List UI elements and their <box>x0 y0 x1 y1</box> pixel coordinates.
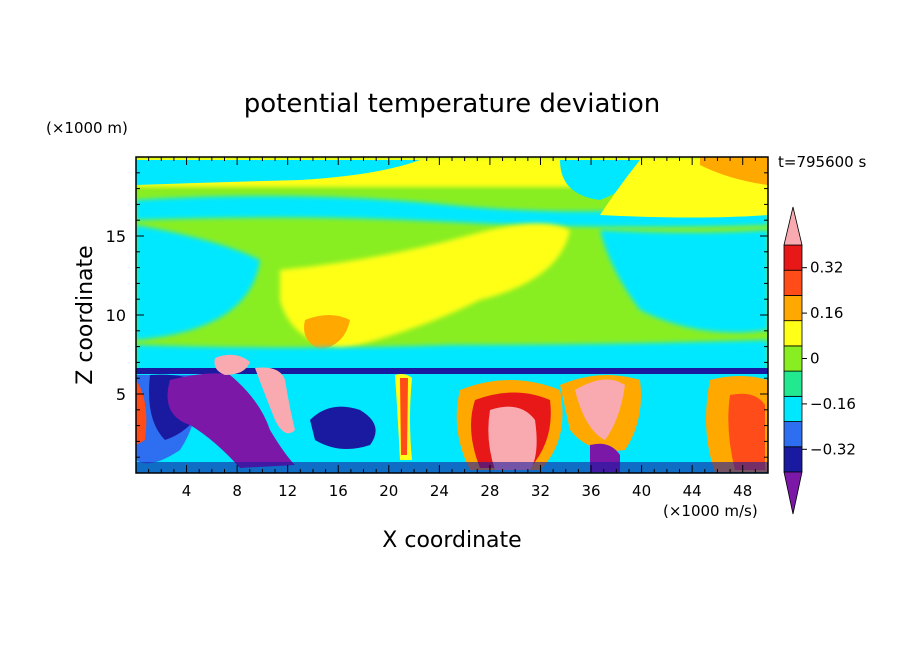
x-tick-label: 44 <box>683 482 702 500</box>
field-purple-blob <box>167 373 295 468</box>
field-cyan-interface <box>136 340 768 372</box>
field-navy-swirl <box>310 406 376 449</box>
colorbar-segment <box>783 395 803 422</box>
colorbar-bottom-arrow <box>783 471 803 515</box>
x-tick-label: 28 <box>480 482 499 500</box>
x-tick-label: 36 <box>581 482 600 500</box>
field-navy-bottom <box>136 462 768 473</box>
colorbar-segment <box>783 421 803 448</box>
colorbar-tick-label: 0.16 <box>810 304 843 322</box>
chart-title: potential temperature deviation <box>244 89 660 119</box>
field-pink-center <box>488 406 537 470</box>
y-axis-label: Z coordinate <box>73 245 98 384</box>
contour-field <box>136 157 768 473</box>
x-tick-label: 48 <box>733 482 752 500</box>
field-orange-top-right <box>700 157 768 185</box>
y-axis-ticks: 5 10 15 <box>106 172 768 458</box>
y-tick-label: 15 <box>106 227 126 246</box>
time-label: t=795600 s <box>778 153 866 171</box>
field-yellow-mid <box>280 223 570 350</box>
x-tick-label: 24 <box>430 482 449 500</box>
x-unit-label: (×1000 m/s) <box>663 502 758 520</box>
colorbar-top-arrow <box>783 206 803 246</box>
colorbar-tick-label: −0.16 <box>810 395 856 413</box>
field-cyan-band-top <box>136 196 768 227</box>
x-axis-ticks: 4 8 12 16 20 24 28 32 36 40 44 48 <box>148 157 756 500</box>
field-cyan-left-mid <box>136 225 260 340</box>
x-tick-label: 16 <box>329 482 348 500</box>
colorbar-tick-label: 0.32 <box>810 259 843 277</box>
x-tick-label: 20 <box>379 482 398 500</box>
y-tick-label: 5 <box>116 385 126 404</box>
field-red-rightedge <box>728 393 765 470</box>
y-unit-label: (×1000 m) <box>46 119 128 137</box>
x-tick-label: 8 <box>232 482 242 500</box>
field-orange-mid <box>304 315 350 350</box>
field-pink-left2 <box>255 367 295 434</box>
colorbar: 0.32 0.16 0 −0.16 −0.32 <box>783 206 856 515</box>
colorbar-segment <box>783 370 803 397</box>
colorbar-segment <box>783 244 803 271</box>
x-tick-label: 12 <box>278 482 297 500</box>
colorbar-segment <box>783 269 803 296</box>
y-tick-label: 10 <box>106 306 126 325</box>
colorbar-segment <box>783 446 803 473</box>
colorbar-segment <box>783 295 803 322</box>
colorbar-segment <box>783 320 803 347</box>
field-cyan-upper-left <box>136 160 420 185</box>
field-pink-right <box>575 379 625 440</box>
x-tick-label: 4 <box>182 482 192 500</box>
colorbar-segment <box>783 345 803 372</box>
field-cyan-right-mid <box>600 230 768 333</box>
x-axis-label: X coordinate <box>382 528 521 553</box>
field-pink-left <box>214 354 250 375</box>
colorbar-tick-label: 0 <box>810 350 820 368</box>
field-interface-line <box>136 368 768 374</box>
x-tick-label: 32 <box>531 482 550 500</box>
colorbar-tick-label: −0.32 <box>810 440 856 458</box>
field-orange-column <box>400 378 408 455</box>
x-tick-label: 40 <box>632 482 651 500</box>
field-orange-leftedge <box>136 380 147 445</box>
